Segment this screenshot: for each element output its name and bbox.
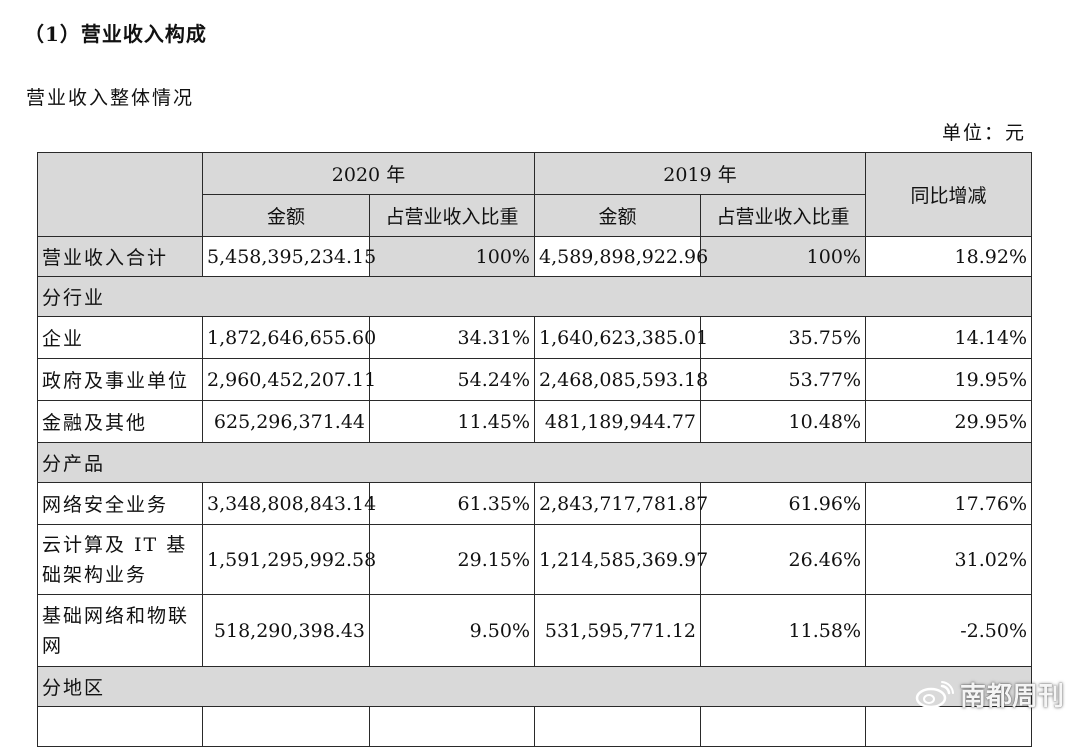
header-amount-2020: 金额 [202,194,370,237]
yoy-change: 19.95% [865,358,1032,401]
watermark: 南都周刊 [914,676,1064,713]
section-label: 分地区 [37,666,1032,707]
share-2020: 11.45% [369,400,535,443]
table-row: 云计算及 IT 基础架构业务 1,591,295,992.58 29.15% 1… [37,524,1032,595]
weibo-icon [915,680,954,708]
share-2020: 54.24% [369,358,535,401]
amount-2019: 531,595,771.12 [534,594,701,667]
amount-2019: 1,640,623,385.01 [534,316,708,359]
table-row: 基础网络和物联网 518,290,398.43 9.50% 531,595,77… [37,594,1032,667]
share-2020: 34.31% [369,316,535,359]
header-blank-cell [37,152,203,237]
table-row-partial [37,706,1032,747]
row-label: 金融及其他 [37,400,203,443]
amount-2019: 2,843,717,781.87 [534,482,708,525]
row-label: 基础网络和物联网 [37,594,203,667]
yoy-change: -2.50% [865,594,1032,667]
table-row: 政府及事业单位 2,960,452,207.11 54.24% 2,468,08… [37,358,1032,401]
amount-2019: 4,589,898,922.96 [534,236,708,277]
table-row: 企业 1,872,646,655.60 34.31% 1,640,623,385… [37,316,1032,359]
share-2019: 10.48% [700,400,866,443]
yoy-change: 14.14% [865,316,1032,359]
amount-2020: 5,458,395,234.15 [202,236,376,277]
table-row-total: 营业收入合计 5,458,395,234.15 100% 4,589,898,9… [37,236,1032,277]
share-2019: 26.46% [700,524,866,595]
section-row-product: 分产品 [37,442,1032,483]
amount-2019: 2,468,085,593.18 [534,358,708,401]
amount-2020: 1,591,295,992.58 [202,524,376,595]
share-2020: 100% [369,236,535,277]
amount-2020: 3,348,808,843.14 [202,482,376,525]
row-label: 政府及事业单位 [37,358,203,401]
row-label: 云计算及 IT 基础架构业务 [37,524,203,595]
row-label: 网络安全业务 [37,482,203,525]
header-row-years: 2020 年 2019 年 同比增减 [37,152,1032,237]
header-year-2020: 2020 年 [202,152,535,195]
section-label: 分产品 [37,442,1032,483]
amount-2020: 625,296,371.44 [202,400,370,443]
share-2019: 61.96% [700,482,866,525]
share-2020: 61.35% [369,482,535,525]
section-row-industry: 分行业 [37,276,1032,317]
yoy-change: 18.92% [865,236,1032,277]
section-row-region: 分地区 [37,666,1032,707]
section-heading: （1）营业收入构成 [24,22,207,46]
amount-2020: 2,960,452,207.11 [202,358,376,401]
amount-2019: 481,189,944.77 [534,400,701,443]
unit-label: 单位：元 [941,122,1026,144]
header-year-2019: 2019 年 [534,152,866,195]
share-2019: 53.77% [700,358,866,401]
header-share-2019: 占营业收入比重 [700,194,866,237]
yoy-change: 29.95% [865,400,1032,443]
revenue-table: 2020 年 2019 年 同比增减 金额 占营业收入比重 金额 占营业收入比重… [37,152,1032,747]
share-2019: 11.58% [700,594,866,667]
header-row-metrics: 金额 占营业收入比重 金额 占营业收入比重 [38,194,1032,237]
amount-2020: 518,290,398.43 [202,594,370,667]
yoy-change: 31.02% [865,524,1032,595]
header-share-2020: 占营业收入比重 [369,194,535,237]
table-row: 金融及其他 625,296,371.44 11.45% 481,189,944.… [37,400,1032,443]
row-label: 企业 [37,316,203,359]
yoy-change: 17.76% [865,482,1032,525]
share-2020: 29.15% [369,524,535,595]
header-amount-2019: 金额 [534,194,701,237]
share-2020: 9.50% [369,594,535,667]
amount-2020: 1,872,646,655.60 [202,316,376,359]
section-label: 分行业 [37,276,1032,317]
row-label: 营业收入合计 [37,236,203,277]
table-row: 网络安全业务 3,348,808,843.14 61.35% 2,843,717… [37,482,1032,525]
share-2019: 35.75% [700,316,866,359]
table-subtitle: 营业收入整体情况 [26,87,195,109]
watermark-text: 南都周刊 [959,682,1064,712]
amount-2019: 1,214,585,369.97 [534,524,708,595]
share-2019: 100% [700,236,866,277]
header-yoy: 同比增减 [865,152,1032,237]
